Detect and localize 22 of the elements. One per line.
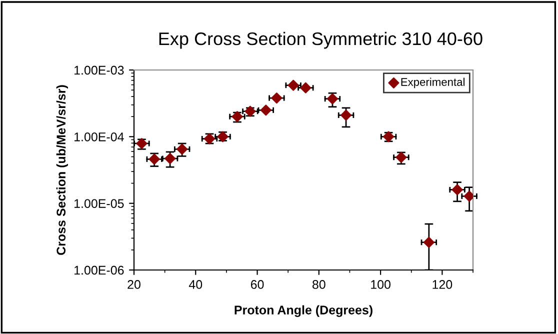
x-tick-label: 100 — [371, 280, 390, 289]
x-axis-title: Proton Angle (Degrees) — [234, 305, 372, 317]
chart-title: Exp Cross Section Symmetric 310 40-60 — [159, 32, 482, 49]
point — [300, 82, 312, 94]
point — [423, 236, 434, 248]
y-tick-label: 1.00E-06 — [74, 266, 124, 275]
y-axis-title: Cross Section (ub/MeV/sr/sr) — [56, 85, 68, 255]
point — [340, 110, 352, 121]
x-tick-label: 40 — [188, 280, 202, 289]
x-tick-label: 80 — [312, 280, 326, 289]
point — [271, 92, 282, 104]
y-tick-label: 1.00E-03 — [74, 66, 124, 75]
x-tick-label: 120 — [432, 280, 452, 289]
y-tick-label: 1.00E-05 — [74, 199, 124, 208]
point — [288, 80, 299, 91]
legend-label: Experimental — [401, 78, 464, 88]
x-tick-label: 20 — [128, 280, 140, 289]
y-tick-label: 1.00E-04 — [74, 132, 124, 142]
point — [452, 184, 463, 196]
point — [260, 104, 272, 116]
x-tick-label: 60 — [250, 280, 264, 289]
point — [326, 93, 338, 104]
